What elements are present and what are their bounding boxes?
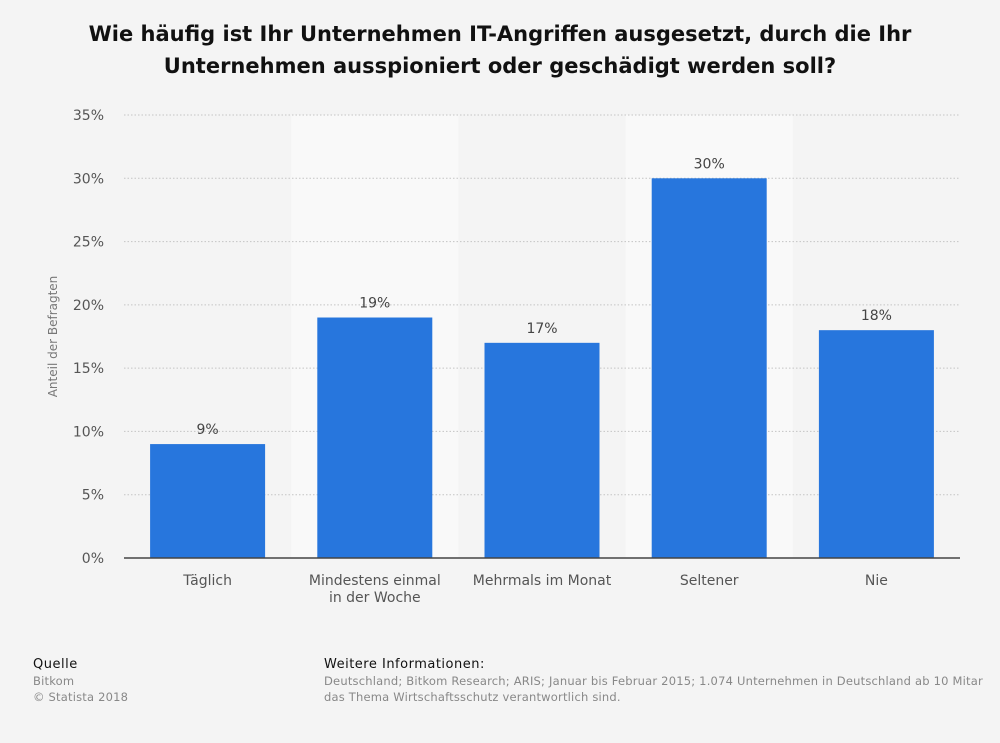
x-tick-label: Nie [865, 573, 888, 589]
x-tick-label: Mehrmals im Monat [473, 573, 612, 589]
source-heading: Quelle [33, 657, 78, 672]
data-label: 9% [196, 422, 218, 438]
info-block: Weitere Informationen: Deutschland; Bitk… [324, 657, 1000, 705]
data-label: 19% [359, 296, 390, 312]
y-axis-label: Anteil der Befragten [46, 276, 60, 398]
y-tick-label: 30% [73, 171, 104, 187]
data-label: 18% [861, 308, 892, 324]
bar [317, 317, 433, 558]
source-block: Quelle Bitkom © Statista 2018 [33, 657, 128, 705]
bar [651, 178, 767, 559]
info-line-1: Deutschland; Bitkom Research; ARIS; Janu… [324, 674, 983, 688]
data-label: 30% [694, 156, 725, 172]
y-tick-label: 10% [73, 424, 104, 440]
y-tick-label: 35% [73, 108, 104, 124]
x-tick-label: Seltener [680, 573, 739, 589]
info-heading: Weitere Informationen: [324, 657, 485, 672]
y-tick-label: 25% [73, 235, 104, 251]
y-tick-label: 5% [82, 488, 104, 504]
data-label: 17% [526, 321, 557, 337]
y-tick-label: 0% [82, 551, 104, 567]
bar [150, 444, 266, 558]
info-line-2: das Thema Wirtschaftsschutz verantwortli… [324, 690, 621, 704]
bar [484, 342, 600, 558]
source-line-copyright: © Statista 2018 [33, 690, 129, 704]
x-tick-label: Mindestens einmal [309, 573, 441, 589]
chart-title: Wie häufig ist Ihr Unternehmen IT-Angrif… [88, 22, 912, 78]
x-tick-label: in der Woche [329, 590, 421, 606]
y-tick-label: 15% [73, 361, 104, 377]
bar [818, 330, 934, 558]
y-tick-label: 20% [73, 298, 104, 314]
source-line-publisher: Bitkom [33, 674, 75, 688]
x-tick-label: Täglich [182, 573, 232, 589]
